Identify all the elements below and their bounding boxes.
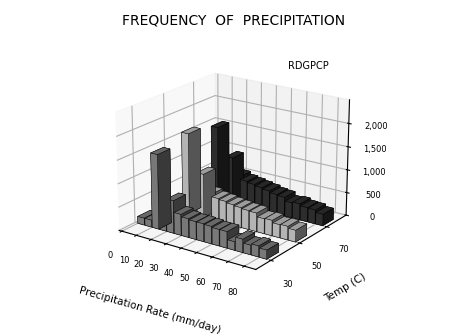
X-axis label: Precipitation Rate (mm/day): Precipitation Rate (mm/day) xyxy=(78,285,222,334)
Y-axis label: Temp (C): Temp (C) xyxy=(323,272,368,304)
Text: RDGPCP: RDGPCP xyxy=(288,61,328,71)
Text: FREQUENCY  OF  PRECIPITATION: FREQUENCY OF PRECIPITATION xyxy=(122,13,346,27)
